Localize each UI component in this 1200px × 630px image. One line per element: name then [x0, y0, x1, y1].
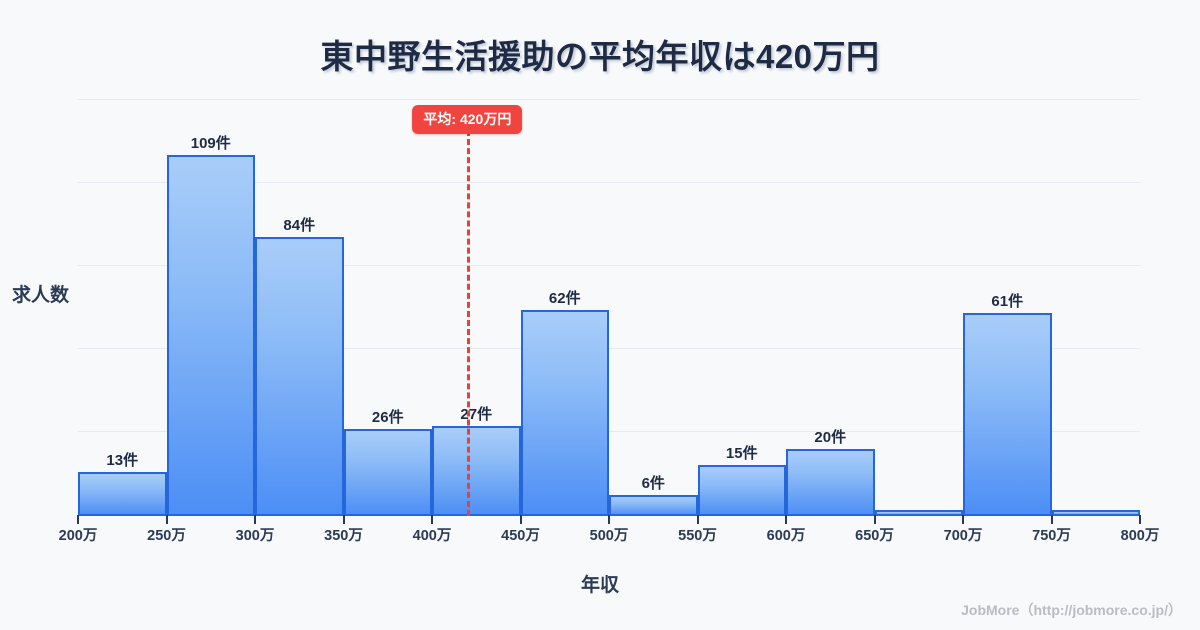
histogram-bar [874, 510, 963, 515]
bar-value-label: 109件 [190, 134, 231, 152]
x-axis-tick [1050, 515, 1053, 524]
bar-value-label: 84件 [283, 217, 316, 235]
x-axis-tick [873, 515, 876, 524]
x-axis-tick-label: 300万 [235, 528, 275, 544]
x-axis-title: 年収 [580, 575, 619, 596]
x-axis-tick-label: 800万 [1120, 528, 1160, 544]
average-badge: 平均: 420万円 [412, 105, 523, 134]
histogram-bar [432, 425, 521, 515]
histogram-bar [963, 313, 1052, 515]
x-axis-tick [696, 515, 699, 524]
x-axis-tick-label: 350万 [324, 528, 363, 544]
watermark: JobMore（http://jobmore.co.jp/） [961, 602, 1182, 618]
histogram-bar [255, 237, 344, 515]
x-axis-tick-label: 200万 [58, 528, 98, 544]
x-axis-tick-label: 250万 [147, 528, 186, 544]
x-axis-tick [1139, 515, 1141, 524]
x-axis-tick [519, 515, 522, 524]
y-axis-title: 求人数 [12, 285, 70, 306]
bar-value-label: 61件 [991, 293, 1024, 311]
bar-value-label: 13件 [106, 452, 139, 469]
bar-value-label: 15件 [725, 445, 758, 463]
histogram-bar [786, 448, 875, 515]
histogram-bar [343, 429, 432, 515]
x-axis-tick [962, 515, 964, 524]
x-axis-tick [77, 515, 79, 524]
histogram-bar [609, 495, 698, 515]
gridline [78, 348, 1140, 349]
x-axis-tick-label: 600万 [766, 528, 806, 544]
x-axis-tick-label: 500万 [589, 528, 629, 544]
x-axis-tick-label: 750万 [1032, 528, 1071, 544]
x-axis-tick-label: 550万 [678, 528, 717, 544]
x-axis-tick-label: 400万 [412, 528, 452, 544]
histogram-bar [520, 309, 609, 515]
x-axis-tick [608, 515, 610, 524]
histogram-bar [78, 472, 167, 515]
gridline [78, 265, 1140, 266]
histogram-bar [166, 154, 255, 515]
gridline [78, 99, 1140, 100]
x-axis-tick [342, 515, 345, 524]
x-axis-tick-label: 450万 [501, 528, 540, 544]
x-axis-tick [431, 515, 433, 524]
bar-value-label: 20件 [814, 428, 847, 446]
gridline [78, 182, 1140, 183]
average-line [467, 130, 471, 516]
gridline [78, 431, 1140, 432]
x-axis-tick-label: 650万 [855, 528, 894, 544]
bar-value-label: 26件 [371, 409, 404, 427]
page-title: 東中野生活援助の平均年収は420万円 [320, 38, 880, 75]
x-axis-tick [785, 515, 787, 524]
x-axis-tick [254, 515, 256, 524]
bar-value-label: 62件 [548, 289, 581, 307]
bar-value-label: 6件 [641, 475, 665, 493]
x-axis-tick-label: 700万 [943, 528, 983, 544]
histogram-bar [697, 465, 786, 515]
x-axis-tick [165, 515, 168, 524]
histogram-bar [1051, 510, 1140, 515]
plot-area [78, 95, 1140, 515]
bar-value-label: 27件 [460, 405, 493, 423]
